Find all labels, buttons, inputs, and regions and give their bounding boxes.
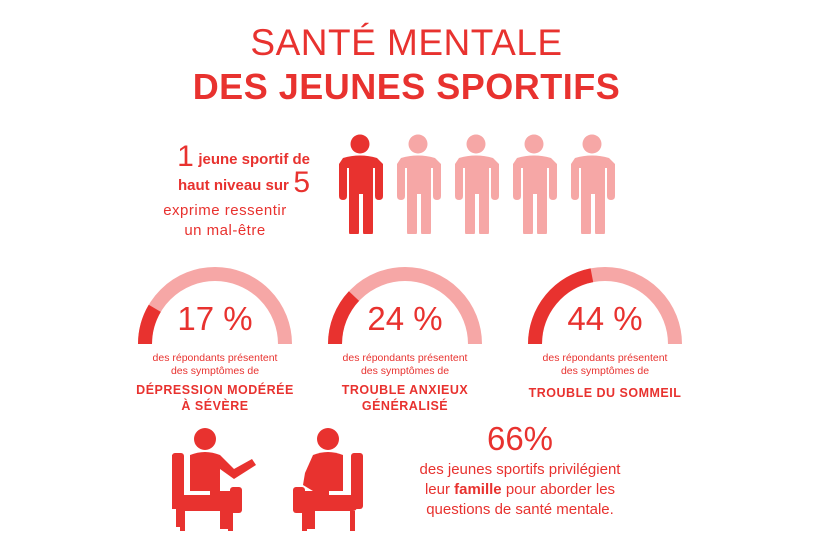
family-percent: 66% [486,420,554,457]
title-line-1: SANTÉ MENTALE [250,22,563,63]
desc-anxiety: des répondants présentent des symptômes … [305,352,505,378]
title-line-2: DES JEUNES SPORTIFS [192,66,621,107]
person-icon [339,134,383,234]
condition-sleep: TROUBLE DU SOMMEIL [505,385,705,401]
person-icon [297,428,343,529]
family-line-2-bold: famille [454,481,502,498]
desc-sleep-line-2: des symptômes de [560,365,650,377]
gauge-anxiety [328,267,482,345]
condition-depression: DÉPRESSION MODÉRÉE À SÉVÈRE [115,382,315,414]
family-line-2-pre: leur [424,481,455,498]
desc-anxiety-line-2: des symptômes de [360,365,450,377]
percent-depression: 17 % [177,300,253,337]
intro-subtext: exprime ressentir un mal-être [120,201,330,241]
family-line-2-post: pour aborder les [501,481,616,498]
intro-sub-line-1: exprime ressentir [163,202,287,219]
gauge-fill [328,291,360,345]
desc-depression-line-1: des répondants présentent [152,352,278,364]
desc-sleep: des répondants présentent des symptômes … [505,352,705,378]
intro-text-1: jeune sportif de [198,151,310,168]
gauge-fill [138,304,161,345]
desc-sleep-line-1: des répondants présentent [542,352,668,364]
gauge-sleep [528,267,682,345]
percent-sleep: 44 % [567,300,643,337]
condition-depression-line-2: À SÉVÈRE [181,399,249,413]
family-line-3: questions de santé mentale. [426,501,614,518]
condition-depression-line-1: DÉPRESSION MODÉRÉE [136,383,294,397]
person-icon [455,134,499,234]
condition-sleep-line-1: TROUBLE DU SOMMEIL [528,386,682,400]
person-icon [513,134,557,234]
intro-line-1: 1 jeune sportif de [140,140,310,174]
intro-line-2: haut niveau sur 5 [140,166,310,200]
armchair-conversation [172,428,363,531]
intro-number-1: 1 [177,140,194,173]
condition-anxiety: TROUBLE ANXIEUX GÉNÉRALISÉ [305,382,505,414]
desc-depression: des répondants présentent des symptômes … [115,352,315,378]
family-line-2: leur famille pour aborder les [395,480,645,500]
person-icon [397,134,441,234]
desc-depression-line-2: des symptômes de [170,365,260,377]
condition-anxiety-line-1: TROUBLE ANXIEUX [341,383,469,397]
intro-sub-line-2: un mal-être [184,222,266,239]
gauge-depression [138,267,292,345]
gauge-fill [528,268,594,345]
person-icon [190,428,256,529]
intro-text-2: haut niveau sur [178,177,289,194]
intro-number-2: 5 [293,166,310,199]
condition-anxiety-line-2: GÉNÉRALISÉ [361,399,449,413]
percent-anxiety: 24 % [367,300,443,337]
person-icon [571,134,615,234]
desc-anxiety-line-1: des répondants présentent [342,352,468,364]
people-row [339,134,615,234]
family-line-1: des jeunes sportifs privilégient [419,461,621,478]
family-text: des jeunes sportifs privilégient leur fa… [395,460,645,520]
